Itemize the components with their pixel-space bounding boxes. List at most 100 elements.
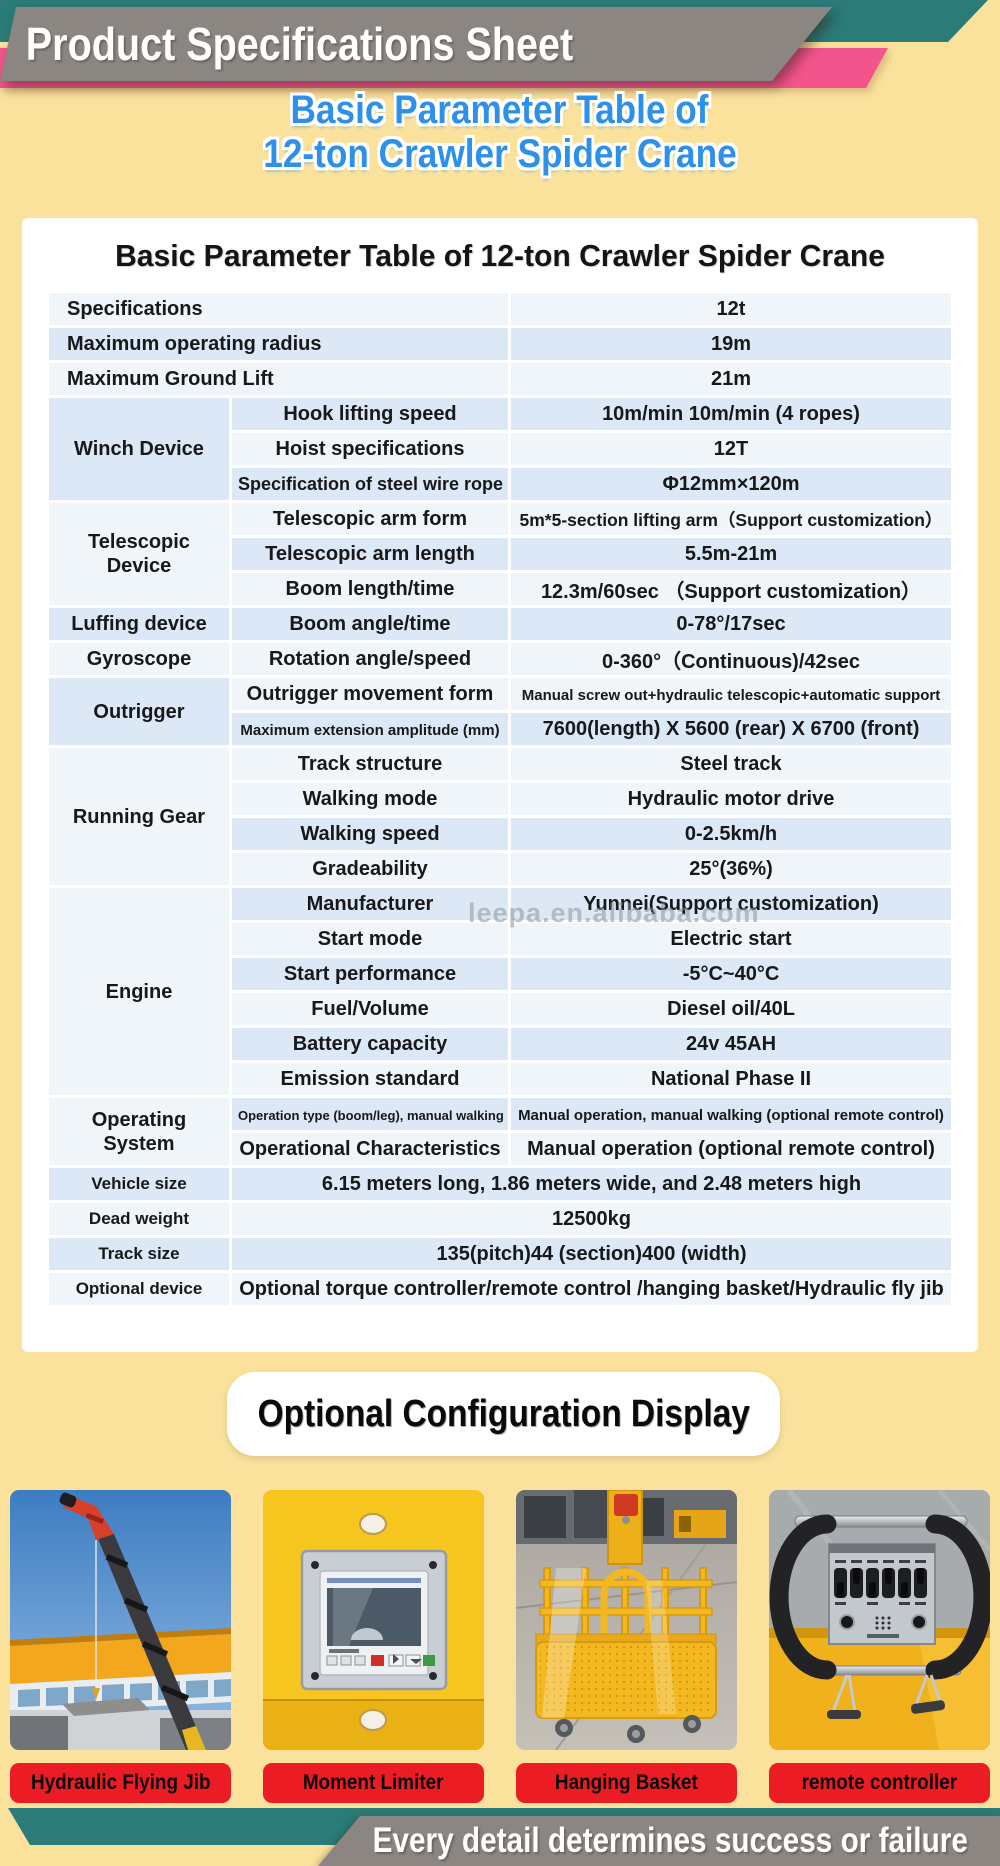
spec-card: Basic Parameter Table of 12-ton Crawler … [22,218,978,1352]
table-row: Maximum Ground Lift 21m [48,363,951,395]
table-row: Track size 135(pitch)44 (section)400 (wi… [48,1238,951,1270]
spec-label: Outrigger movement form [231,678,508,710]
table-row: Operating System Operation type (boom/le… [48,1098,951,1165]
table-row: Winch Device Hook lifting speed 10m/min … [48,398,951,500]
label-remote-controller: remote controller [769,1763,990,1803]
spec-group: Engine [48,888,229,1095]
spec-label: Maximum Ground Lift [48,363,508,395]
crane-jib-illustration [10,1490,231,1750]
table-row: Maximum extension amplitude (mm) 7600(le… [49,713,951,745]
spec-value: Electric start [511,923,951,955]
spec-label: Specifications [48,293,508,325]
moment-limiter-photo [263,1490,484,1750]
spec-value: 24v 45AH [511,1028,951,1060]
table-row: Specifications 12t [48,293,951,325]
spec-label: Boom angle/time [231,608,508,640]
spec-value: Φ12mm×120m [511,468,951,500]
hanging-basket-photo [516,1490,737,1750]
spec-label: Hoist specifications [231,433,508,465]
spec-label: Fuel/Volume [231,993,508,1025]
spec-value: -5°C~40°C [511,958,951,990]
label-hydraulic-flying-jib: Hydraulic Flying Jib [10,1763,231,1803]
spec-value: Steel track [511,748,951,780]
spec-label: Walking mode [231,783,508,815]
table-row: Gradeability 25°(36%) [49,853,951,885]
table-row: Emission standard National Phase II [49,1063,951,1095]
spec-value: Diesel oil/40L [511,993,951,1025]
hanging-basket-illustration [516,1490,737,1750]
spec-label: Vehicle size [48,1168,229,1200]
section-heading-label: Optional Configuration Display [257,1392,750,1435]
spec-value: Hydraulic motor drive [511,783,951,815]
spec-label: Walking speed [231,818,508,850]
table-row: Gyroscope Rotation angle/speed 0-360°（Co… [48,643,951,675]
spec-label: Emission standard [231,1063,508,1095]
label-moment-limiter: Moment Limiter [263,1763,484,1803]
spec-card-title: Basic Parameter Table of 12-ton Crawler … [115,238,885,273]
table-row: Dead weight 12500kg [48,1203,951,1235]
spec-value: 19m [511,328,951,360]
section-heading: Optional Configuration Display [227,1372,780,1456]
footer-slogan: Every detail determines success or failu… [372,1821,968,1860]
spec-group: Operating System [48,1098,229,1165]
spec-value: 10m/min 10m/min (4 ropes) [511,398,951,430]
page-title-line2: 12-ton Crawler Spider Crane [263,132,737,176]
table-row: Vehicle size 6.15 meters long, 1.86 mete… [48,1168,951,1200]
footer-slogan-plate: Every detail determines success or failu… [318,1816,1000,1866]
spec-group: Running Gear [48,748,229,885]
table-row: Specification of steel wire rope Φ12mm×1… [49,468,951,500]
spec-group: Winch Device [48,398,229,500]
spec-value: 0-78°/17sec [511,608,951,640]
spec-value: 5m*5-section lifting arm（Support customi… [511,503,951,535]
table-row: Telescopic Device Telescopic arm form 5m… [48,503,951,605]
spec-table: Specifications 12t Maximum operating rad… [46,290,954,1308]
spec-value: 12T [511,433,951,465]
spec-group: Telescopic Device [48,503,229,605]
spec-value: 12.3m/60sec （Support customization） [511,573,951,605]
table-row: Maximum operating radius 19m [48,328,951,360]
table-row: Hoist specifications 12T [49,433,951,465]
table-row: Outrigger Outrigger movement form Manual… [48,678,951,745]
spec-label: Operational Characteristics [231,1133,508,1165]
table-row: Operational Characteristics Manual opera… [49,1133,951,1165]
spec-label: Dead weight [48,1203,229,1235]
spec-value: 135(pitch)44 (section)400 (width) [231,1238,951,1270]
spec-value: 25°(36%) [511,853,951,885]
spec-value: 0-360°（Continuous)/42sec [511,643,951,675]
remote-controller-illustration [769,1490,990,1750]
banner-plate: Product Specifications Sheet [0,7,832,81]
spec-value: Manual operation, manual walking (option… [511,1098,951,1130]
spec-value: 21m [511,363,951,395]
spec-value: National Phase II [511,1063,951,1095]
spec-value: Manual screw out+hydraulic telescopic+au… [511,678,951,710]
spec-value: 12500kg [231,1203,951,1235]
spec-value: 12t [511,293,951,325]
spec-label: Specification of steel wire rope [231,468,508,500]
spec-label: Hook lifting speed [231,398,508,430]
table-row: Start performance -5°C~40°C [49,958,951,990]
moment-limiter-illustration [263,1490,484,1750]
option-labels: Hydraulic Flying Jib Moment Limiter Hang… [0,1763,1000,1803]
spec-label: Operation type (boom/leg), manual walkin… [231,1098,508,1130]
table-row: Boom length/time 12.3m/60sec （Support cu… [49,573,951,605]
table-row: Optional device Optional torque controll… [48,1273,951,1305]
table-row: Luffing device Boom angle/time 0-78°/17s… [48,608,951,640]
spec-label: Maximum operating radius [48,328,508,360]
table-row: Telescopic arm length 5.5m-21m [49,538,951,570]
spec-label: Battery capacity [231,1028,508,1060]
spec-value: Yunnei(Support customization) [511,888,951,920]
spec-label: Boom length/time [231,573,508,605]
table-row: Start mode Electric start [49,923,951,955]
spec-label: Gradeability [231,853,508,885]
table-row: Running Gear Track structure Steel track [48,748,951,885]
remote-controller-photo [769,1490,990,1750]
table-row: Engine Manufacturer Yunnei(Support custo… [48,888,951,1095]
option-gallery [0,1490,1000,1750]
spec-label: Start mode [231,923,508,955]
spec-value: Manual operation (optional remote contro… [511,1133,951,1165]
page-title: Basic Parameter Table of 12-ton Crawler … [0,88,1000,176]
spec-group: Outrigger [48,678,229,745]
spec-label: Rotation angle/speed [231,643,508,675]
spec-label: Start performance [231,958,508,990]
page-title-line1: Basic Parameter Table of [290,88,710,132]
